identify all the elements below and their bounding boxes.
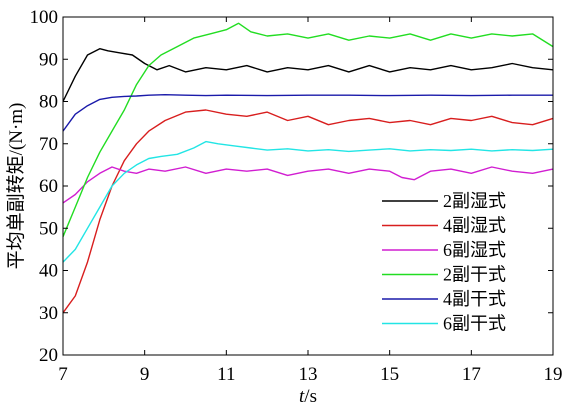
legend-label-5: 4副干式 [443, 289, 506, 309]
y-tick-label: 30 [39, 303, 58, 324]
y-tick-label: 100 [30, 7, 59, 28]
ticks-layer: 7 9 11 13 15 17 19 20 30 40 50 60 70 80 90 100 [30, 7, 563, 385]
series-line-5 [62, 93, 553, 132]
x-axis-title-variable: t [299, 386, 305, 407]
series-line-3 [62, 166, 554, 204]
x-tick-label: 9 [140, 364, 150, 385]
x-axis-title: t/s [299, 386, 317, 407]
y-tick-label: 70 [39, 134, 58, 155]
y-tick-label: 80 [39, 92, 58, 113]
x-tick-label: 15 [380, 364, 399, 385]
series-layer [62, 22, 554, 314]
x-tick-label: 19 [544, 364, 563, 385]
x-tick-label: 11 [217, 364, 235, 385]
series-line-4 [62, 22, 554, 237]
y-tick-label: 50 [39, 218, 58, 239]
series-line-1 [62, 48, 554, 102]
legend-label-3: 6副湿式 [443, 240, 506, 260]
y-tick-label: 60 [39, 176, 58, 197]
legend-label-6: 6副干式 [443, 314, 506, 334]
y-axis-title: 平均单副转矩/(N·m) [5, 103, 27, 270]
legend-label-4: 2副干式 [443, 265, 506, 285]
legend: 2副湿式 4副湿式 6副湿式 2副干式 4副干式 6副干式 [382, 191, 506, 334]
y-tick-label: 40 [39, 261, 58, 282]
legend-label-1: 2副湿式 [443, 191, 506, 211]
x-tick-label: 13 [299, 364, 318, 385]
series-line-6 [62, 140, 554, 263]
x-tick-label: 7 [58, 364, 68, 385]
series-line-2 [62, 109, 554, 314]
y-tick-label: 20 [39, 345, 58, 366]
legend-label-2: 4副湿式 [443, 216, 506, 236]
x-axis-title-unit: /s [304, 386, 317, 407]
x-tick-label: 17 [462, 364, 481, 385]
y-tick-label: 90 [39, 49, 58, 70]
